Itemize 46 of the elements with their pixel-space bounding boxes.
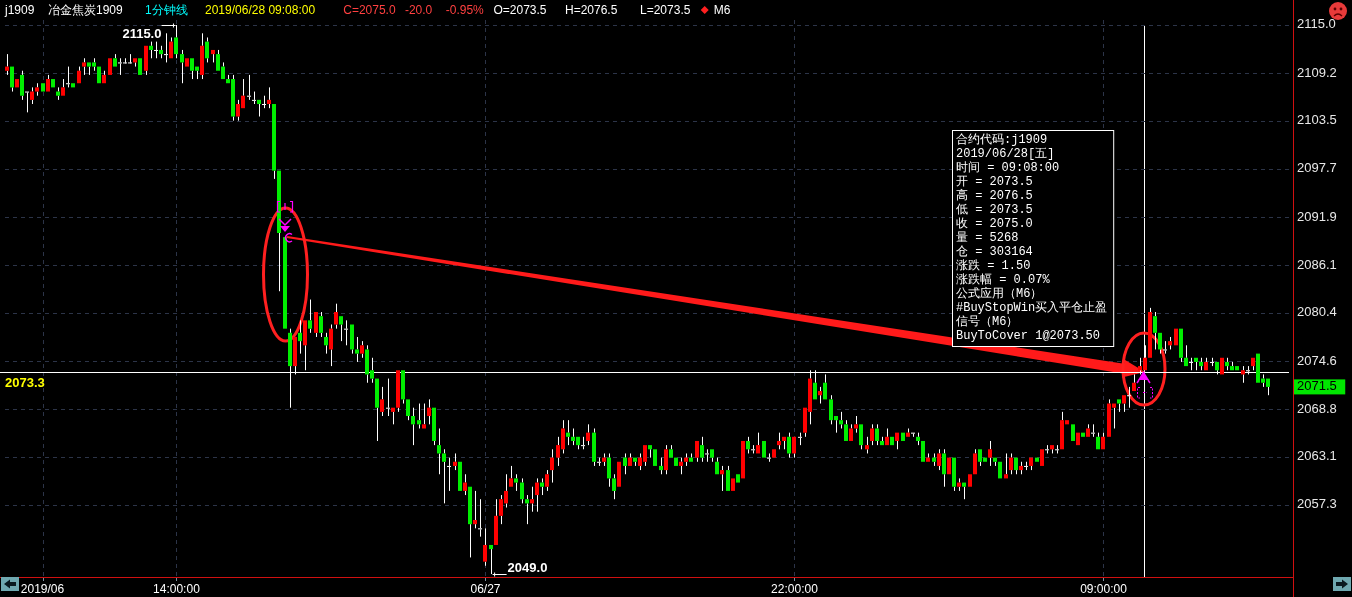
x-tick-label: 09:00:00 [1080,582,1128,597]
text: H=2076.5 [565,3,618,17]
text: 2019/06/28 09:08:00 [205,3,316,17]
y-tick-label: 2063.1 [1297,448,1337,464]
annotation: 公式应用（M6） [956,286,1043,301]
annotation: 2019/06/28[五] [956,147,1055,161]
y-tick-label: 2109.2 [1297,64,1337,80]
annotation: 收 = 2075.0 [956,217,1033,231]
text: 1分钟线 [145,3,188,17]
annotation: 仓 = 303164 [956,245,1033,259]
y-tick-label: 2074.6 [1297,352,1337,368]
y-tick-label: 2097.7 [1297,160,1337,176]
y-tick-label: 2068.8 [1297,400,1337,416]
annotation: 涨跌幅 = 0.07% [956,273,1051,287]
x-tick-label: 22:00:00 [771,582,819,597]
annotation: 合约代码:j1909 [956,133,1048,147]
x-tick-label: 06/27 [470,582,501,597]
annotation: 时间 = 09:08:00 [956,161,1060,175]
x-tick-label: 2019/06 [20,582,65,597]
x-tick-label: 14:00:00 [153,582,201,597]
text: -0.95% [445,3,485,17]
y-tick-label: 2057.3 [1297,496,1337,512]
annotation: 信号（M6） [956,315,1019,329]
annotation: 2049.0 [507,560,548,576]
ref-line-label: 2073.3 [5,374,45,390]
annotation: #BuyStopWin买入平仓止盈 [956,300,1108,315]
y-tick-label: 2115.0 [1297,16,1336,32]
annotation: 开 = 2073.5 [956,175,1033,189]
annotation: BuyToCover 1@2073.50 [956,329,1101,343]
annotation: 低 = 2073.5 [956,203,1033,217]
chart-subtitle: 冶金焦炭1909 [48,3,124,17]
annotation: 涨跌 = 1.50 [956,259,1031,273]
text: C=2075.0 [343,3,396,17]
chart-title: j1909 [4,3,35,17]
y-tick-label: 2086.1 [1297,256,1337,272]
text: O=2073.5 [493,3,547,17]
text: L=2073.5 [640,3,691,17]
y-tick-label: 2091.9 [1297,208,1337,224]
annotation: 高 = 2076.5 [956,188,1033,203]
text: M6 [713,3,731,17]
annotation: 量 = 5268 [956,231,1019,245]
text: 2071.5 [1297,378,1337,394]
annotation: 2115.0 [122,25,162,41]
y-tick-label: 2103.5 [1297,112,1337,128]
text: -20.0 [404,3,433,17]
y-tick-label: 2080.4 [1297,304,1337,320]
